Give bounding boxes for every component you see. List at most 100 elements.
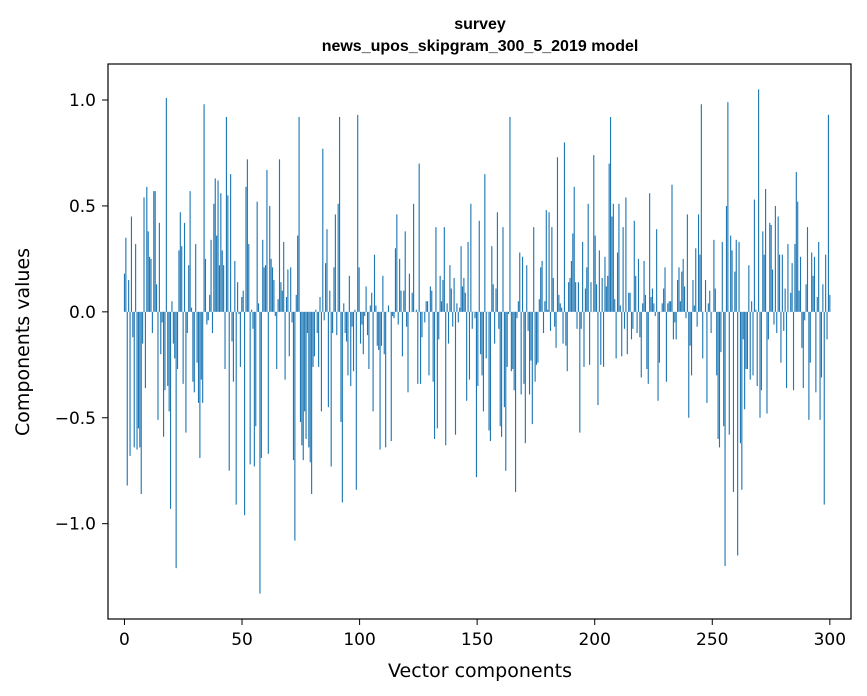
- bar: [681, 271, 683, 312]
- bar: [171, 301, 173, 312]
- bar: [601, 277, 603, 312]
- bar: [773, 311, 775, 325]
- bar: [142, 311, 144, 344]
- bar: [129, 311, 131, 456]
- bar: [622, 227, 624, 312]
- bar: [697, 214, 700, 312]
- bar: [531, 311, 533, 425]
- bar: [547, 309, 549, 312]
- x-tick-label: 100: [343, 630, 375, 650]
- bar: [380, 311, 383, 346]
- bar: [534, 311, 536, 382]
- bar: [327, 311, 329, 408]
- bar: [590, 282, 592, 312]
- bar: [741, 311, 743, 490]
- bar: [347, 311, 349, 376]
- bar: [643, 261, 645, 312]
- bar: [332, 311, 334, 334]
- bar: [326, 229, 328, 312]
- bar: [274, 311, 276, 317]
- bar: [801, 311, 803, 348]
- bar: [417, 311, 419, 384]
- bar: [339, 116, 341, 312]
- bar: [593, 155, 595, 312]
- y-tick-label: 0.0: [69, 303, 96, 323]
- bar: [604, 256, 606, 312]
- bar: [734, 271, 736, 312]
- bar: [621, 311, 623, 357]
- bar: [699, 254, 701, 312]
- bar: [618, 203, 620, 312]
- bar: [234, 261, 236, 312]
- bar: [528, 311, 531, 395]
- bar: [533, 227, 535, 312]
- bar: [616, 252, 619, 312]
- bar: [239, 311, 241, 367]
- bar: [695, 248, 697, 312]
- bar: [147, 231, 149, 312]
- bar: [397, 311, 399, 325]
- y-axis-ticks: −1.0 −0.5 0.0 0.5 1.0: [55, 91, 108, 535]
- bar: [677, 280, 679, 312]
- bar: [526, 265, 528, 312]
- bar: [503, 311, 505, 408]
- bar: [491, 246, 493, 312]
- bar: [371, 292, 373, 312]
- bar: [151, 311, 153, 334]
- bar: [649, 193, 651, 312]
- bar: [149, 256, 151, 312]
- bar: [284, 311, 286, 380]
- x-tick-label: 0: [119, 630, 130, 650]
- bar: [186, 311, 188, 334]
- bar: [428, 311, 430, 376]
- bar: [725, 205, 728, 312]
- bar: [464, 292, 466, 312]
- bar: [549, 311, 552, 331]
- bar: [337, 203, 339, 312]
- bar: [777, 216, 779, 312]
- bar: [312, 311, 314, 367]
- bar: [214, 178, 216, 312]
- bar: [563, 142, 566, 312]
- bar: [630, 311, 633, 340]
- bar: [276, 311, 278, 370]
- bar: [619, 305, 621, 312]
- x-tick-label: 50: [231, 630, 253, 650]
- bar: [227, 195, 229, 312]
- bar: [195, 244, 197, 312]
- bar: [442, 280, 444, 312]
- bar: [783, 311, 785, 331]
- bar: [566, 311, 568, 372]
- bar: [691, 311, 693, 376]
- bar: [273, 280, 275, 312]
- bar: [496, 212, 498, 312]
- bar: [637, 258, 640, 312]
- bar: [813, 256, 816, 312]
- bar: [506, 311, 508, 367]
- bar: [357, 114, 359, 312]
- bar: [651, 288, 654, 312]
- bar: [230, 174, 232, 312]
- bar: [387, 305, 390, 312]
- bar: [784, 288, 786, 312]
- bar: [570, 261, 572, 312]
- bar: [706, 311, 708, 403]
- bar: [756, 311, 758, 386]
- bar: [664, 267, 666, 312]
- bar: [495, 288, 497, 312]
- bar: [172, 311, 174, 344]
- bar: [211, 311, 214, 334]
- bar: [456, 303, 458, 312]
- bar: [825, 254, 827, 312]
- bar: [183, 222, 186, 312]
- bar: [196, 311, 198, 363]
- bar: [559, 303, 561, 312]
- bar: [767, 311, 769, 340]
- bar: [685, 311, 687, 319]
- bar: [521, 256, 524, 312]
- bar: [449, 265, 451, 312]
- bar: [193, 311, 195, 393]
- bar: [584, 288, 586, 312]
- bar: [352, 311, 355, 372]
